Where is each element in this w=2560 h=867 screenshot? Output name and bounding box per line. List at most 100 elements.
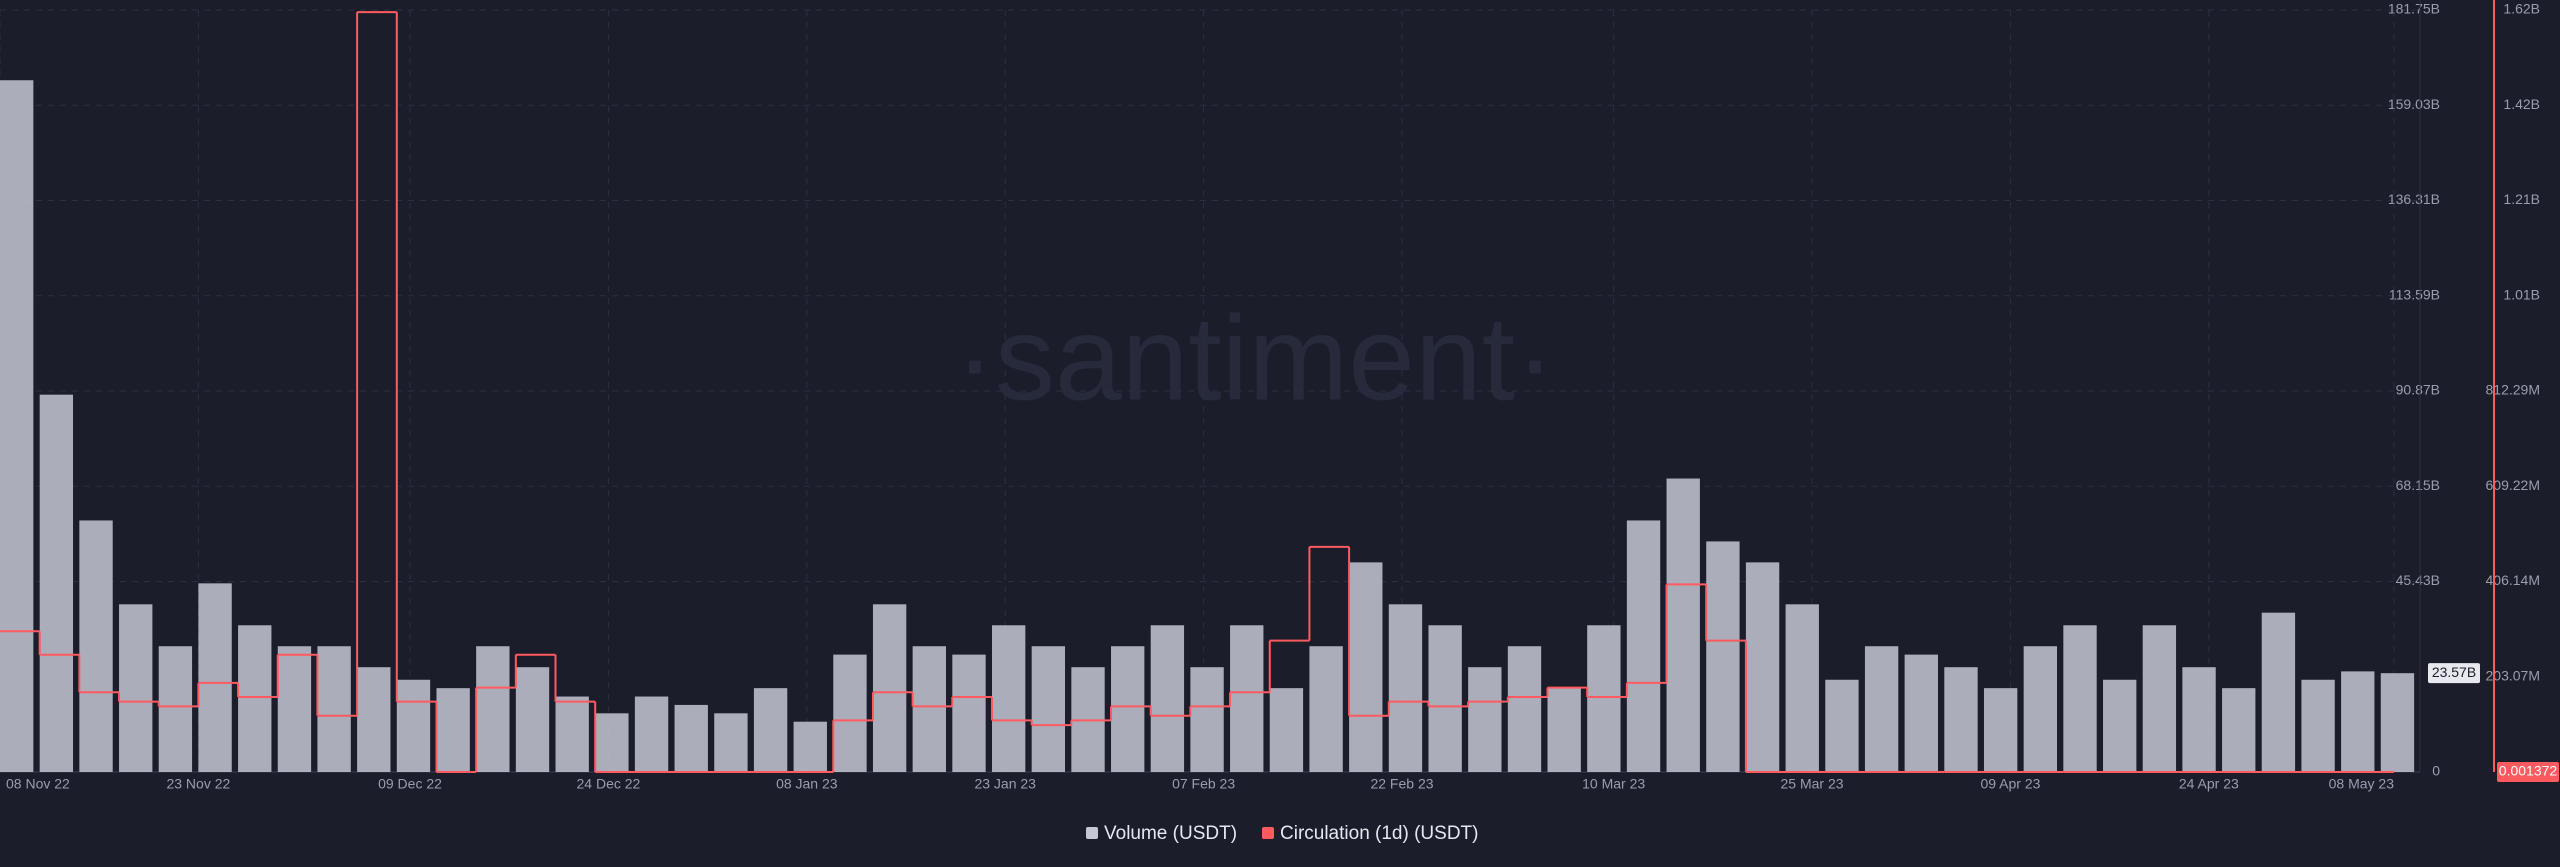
x-tick-label: 08 Nov 22	[6, 776, 70, 792]
y-tick-label: 68.15B	[2396, 477, 2440, 493]
y2-tick-label: 609.22M	[2486, 477, 2540, 493]
bar	[1785, 604, 1819, 772]
y2-tick-label: 1.62B	[2503, 1, 2540, 17]
bar	[119, 604, 153, 772]
y2-tick-label: 1.42B	[2503, 96, 2540, 112]
bar	[1904, 654, 1938, 772]
bar	[1309, 646, 1343, 772]
bar	[634, 696, 669, 772]
legend-label: Circulation (1d) (USDT)	[1280, 823, 1478, 844]
bar	[158, 646, 193, 772]
legend-swatch	[1086, 827, 1098, 839]
y-tick-label: 90.87B	[2396, 382, 2440, 398]
x-tick-label: 25 Mar 23	[1781, 776, 1844, 792]
bar	[1944, 667, 1978, 772]
x-tick-label: 07 Feb 23	[1172, 776, 1235, 792]
bar	[39, 394, 74, 772]
value-badge-label: 23.57B	[2432, 664, 2476, 680]
bar	[952, 654, 986, 772]
bar	[515, 667, 550, 772]
bar	[1388, 604, 1423, 772]
bar	[1547, 688, 1581, 772]
bar	[238, 625, 272, 772]
x-tick-label: 22 Feb 23	[1370, 776, 1433, 792]
bar	[1349, 562, 1383, 772]
bar	[2142, 625, 2177, 772]
bar	[357, 667, 391, 772]
bar	[872, 604, 907, 772]
bar	[555, 696, 589, 772]
bar	[277, 646, 312, 772]
bar	[2103, 679, 2137, 772]
bar	[1111, 646, 1145, 772]
bar	[1706, 541, 1740, 772]
bar	[2182, 667, 2216, 772]
x-tick-label: 09 Apr 23	[1980, 776, 2040, 792]
bar	[79, 520, 113, 772]
bar	[436, 688, 470, 772]
value-badge	[2497, 762, 2559, 782]
value-badge	[2428, 663, 2480, 684]
y2-tick-label: 1.21B	[2503, 191, 2540, 207]
bar	[1031, 646, 1066, 772]
bar	[1190, 667, 1224, 772]
y-tick-label: 181.75B	[2388, 1, 2440, 17]
bar	[1626, 520, 1661, 772]
x-tick-label: 23 Jan 23	[974, 776, 1036, 792]
bar	[0, 80, 34, 772]
legend-label: Volume (USDT)	[1104, 823, 1237, 844]
x-tick-label: 23 Nov 22	[166, 776, 230, 792]
bar	[396, 679, 431, 772]
bar	[1745, 562, 1780, 772]
bar	[1150, 625, 1185, 772]
y-tick-label: 159.03B	[2388, 96, 2440, 112]
bar	[912, 646, 946, 772]
value-badge-label: 0.001372	[2499, 763, 2558, 779]
bar	[1864, 646, 1899, 772]
bar	[2023, 646, 2058, 772]
y2-tick-label: 406.14M	[2486, 572, 2540, 588]
legend-swatch	[1262, 827, 1274, 839]
bar	[2380, 673, 2415, 772]
y-tick-label: 113.59B	[2389, 286, 2440, 302]
x-tick-label: 24 Dec 22	[577, 776, 641, 792]
bar	[1983, 688, 2018, 772]
x-tick-label: 08 Jan 23	[776, 776, 838, 792]
y2-tick-label: 812.29M	[2486, 382, 2540, 398]
bar	[991, 625, 1026, 772]
y2-tick-label: 203.07M	[2486, 667, 2540, 683]
y-tick-label: 45.43B	[2396, 572, 2440, 588]
x-tick-label: 09 Dec 22	[378, 776, 442, 792]
bar	[476, 646, 510, 772]
y-tick-label: 0	[2432, 763, 2440, 779]
bar	[674, 704, 708, 772]
bar	[2301, 679, 2335, 772]
watermark: ·santiment·	[955, 292, 1555, 426]
bar	[2063, 625, 2097, 772]
bar	[1269, 688, 1304, 772]
bar	[833, 654, 867, 772]
bar	[198, 583, 232, 772]
bar	[2261, 612, 2296, 772]
bar	[1468, 667, 1502, 772]
bar	[595, 713, 629, 772]
y-tick-label: 136.31B	[2388, 191, 2440, 207]
bar	[793, 721, 827, 772]
bar	[2341, 671, 2375, 772]
x-tick-label: 24 Apr 23	[2179, 776, 2239, 792]
bar	[1428, 625, 1462, 772]
bar	[753, 688, 788, 772]
bar	[1230, 625, 1264, 772]
y2-tick-label: 1.01B	[2503, 286, 2540, 302]
x-tick-label: 08 May 23	[2329, 776, 2395, 792]
bar	[1507, 646, 1542, 772]
x-tick-label: 10 Mar 23	[1582, 776, 1645, 792]
bar	[1666, 478, 1700, 772]
bar	[2222, 688, 2256, 772]
bar	[1825, 679, 1859, 772]
bar	[714, 713, 748, 772]
bar	[317, 646, 351, 772]
bar	[1587, 625, 1621, 772]
